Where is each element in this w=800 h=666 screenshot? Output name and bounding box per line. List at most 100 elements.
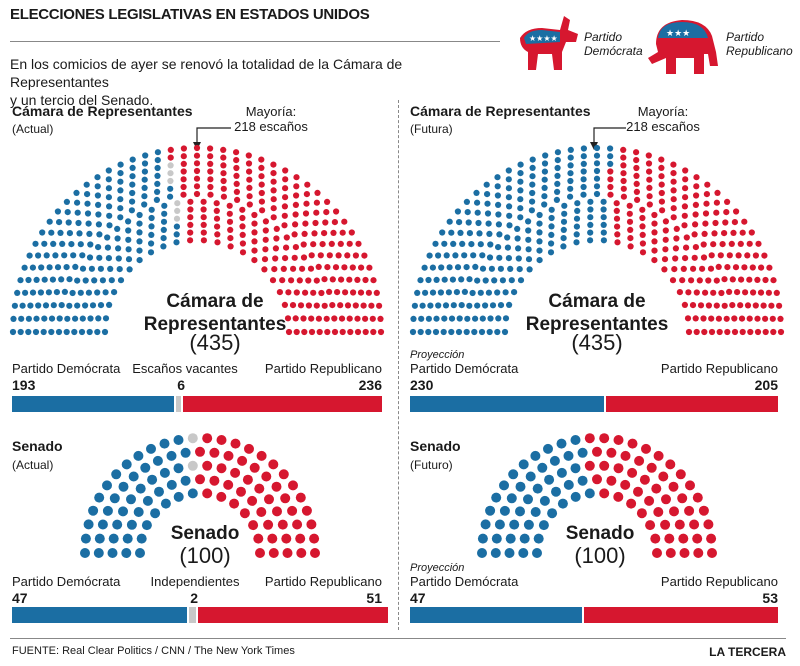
seat-dot — [658, 198, 665, 205]
seat-dot — [74, 277, 81, 284]
seat-dot — [517, 170, 524, 177]
seat-dot — [105, 194, 112, 201]
seat-dot — [410, 315, 417, 322]
seat-dot — [746, 315, 753, 322]
seat-dot — [441, 240, 448, 247]
seat-dot — [701, 328, 708, 336]
seat-dot — [180, 447, 191, 458]
seat-dot — [331, 328, 339, 336]
seat-dot — [731, 219, 738, 226]
seat-dot — [658, 181, 665, 188]
seat-dot — [708, 252, 715, 259]
seat-dot — [659, 207, 666, 214]
seat-dot — [109, 493, 120, 504]
seat-dot — [505, 255, 512, 262]
seat-dot — [542, 152, 549, 159]
seat-dot — [517, 187, 524, 194]
seat-dot — [726, 252, 733, 259]
seat-dot — [270, 196, 277, 203]
seat-dot — [670, 196, 677, 203]
seat-dot — [480, 519, 491, 530]
seat-dot — [159, 467, 170, 478]
seat-dot — [263, 519, 274, 530]
seat-dot — [193, 175, 201, 182]
seat-dot — [167, 146, 174, 153]
bar-segment — [12, 607, 189, 623]
seat-dot — [233, 172, 240, 179]
seat-dot — [89, 302, 97, 309]
seat-dot — [292, 201, 299, 208]
seat-dot — [346, 315, 353, 322]
seat-dot — [251, 220, 258, 227]
seat-dot — [685, 480, 695, 491]
seat-dot — [93, 548, 104, 558]
seat-dot — [25, 328, 32, 336]
bar-segment — [188, 607, 199, 623]
seat-dot — [341, 218, 348, 225]
seat-dot — [487, 315, 494, 322]
seat-dot — [129, 173, 136, 180]
seat-dot — [651, 483, 662, 494]
seat-dot — [207, 160, 214, 167]
seat-dot — [246, 168, 253, 175]
seat-dot — [77, 241, 84, 248]
seat-dot — [154, 157, 161, 164]
seat-dot — [701, 230, 708, 237]
seat-dot — [661, 266, 668, 273]
seat-dot — [64, 209, 71, 216]
seat-dot — [634, 196, 641, 203]
seat-dot — [469, 289, 476, 297]
seat-dot — [702, 289, 709, 296]
seat-dot — [593, 190, 601, 198]
seat-dot — [491, 533, 502, 544]
seat-dot — [607, 191, 614, 198]
seat-dot — [370, 328, 377, 336]
seat-dot — [681, 301, 688, 308]
seat-dot — [476, 230, 483, 237]
seat-dot — [342, 289, 349, 296]
seat-dot — [479, 315, 486, 322]
seat-dot — [207, 183, 214, 191]
seat-dot — [292, 519, 303, 530]
seat-dot — [514, 235, 521, 242]
seat-dot — [719, 241, 726, 248]
seat-dot — [180, 176, 187, 183]
seat-dot — [731, 315, 738, 322]
seat-dot — [207, 145, 214, 152]
seat-dot — [770, 328, 777, 336]
seat-dot — [633, 172, 640, 179]
seat-dot — [346, 276, 353, 283]
senate-current-ind-value: 2 — [190, 590, 198, 606]
seat-dot — [704, 181, 711, 188]
seat-dot — [261, 256, 269, 263]
seat-dot — [57, 229, 64, 236]
seat-dot — [33, 276, 40, 283]
seat-dot — [141, 184, 148, 191]
seat-dot — [261, 471, 272, 482]
seat-dot — [614, 239, 621, 246]
senate-current-dem-label: Partido Demócrata — [12, 574, 121, 589]
seat-dot — [239, 240, 246, 247]
seat-dot — [553, 196, 560, 203]
seat-dot — [544, 474, 555, 485]
seat-dot — [354, 315, 361, 322]
seat-dot — [270, 214, 277, 221]
seat-dot — [54, 264, 62, 271]
seat-dot — [705, 277, 712, 284]
seat-dot — [435, 252, 442, 259]
seat-dot — [117, 196, 124, 203]
seat-dot — [202, 460, 213, 471]
seat-dot — [702, 210, 710, 217]
seat-dot — [735, 252, 742, 259]
seat-dot — [530, 507, 541, 517]
seat-dot — [9, 328, 17, 336]
seat-dot — [505, 167, 512, 174]
seat-dot — [665, 548, 676, 558]
seat-dot — [289, 302, 297, 309]
seat-dot — [242, 474, 253, 485]
seat-dot — [61, 252, 68, 259]
seat-dot — [129, 164, 136, 171]
seat-dot — [556, 467, 567, 478]
seat-dot — [239, 206, 246, 213]
seat-dot — [713, 209, 720, 216]
